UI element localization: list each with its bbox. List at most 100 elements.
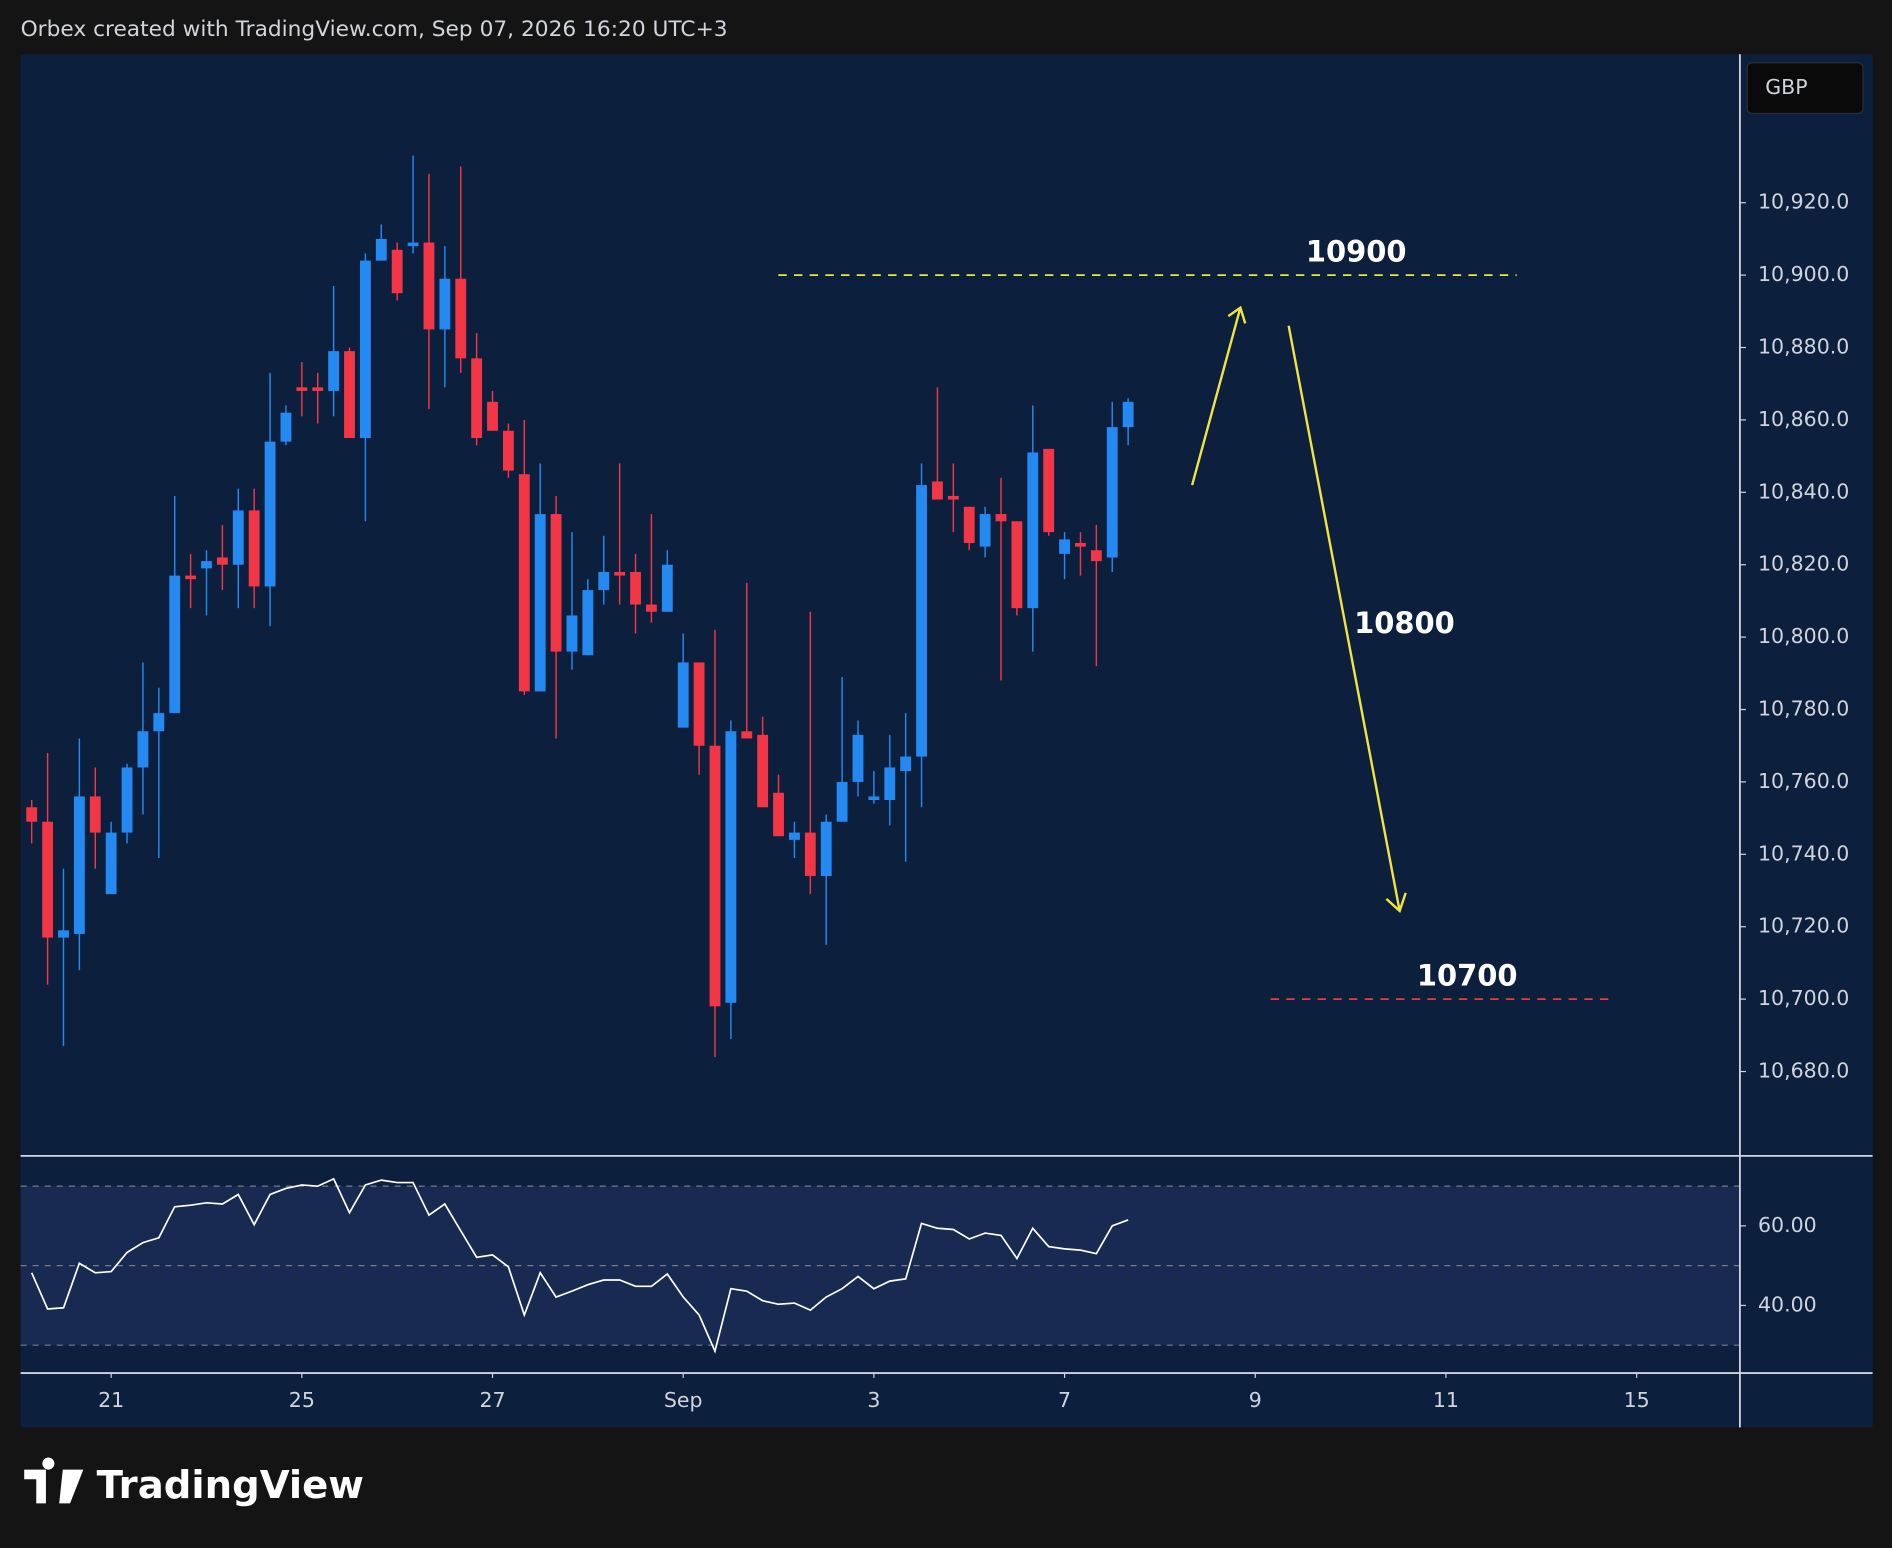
candle-body xyxy=(359,260,371,439)
x-tick-label: 7 xyxy=(1058,1388,1071,1412)
candle-body xyxy=(947,495,959,500)
candle-body xyxy=(1059,539,1070,554)
candle-body xyxy=(248,510,260,587)
candle-body xyxy=(471,358,483,439)
y-tick-label: 10,900.0 xyxy=(1758,262,1849,286)
y-tick-label: 10,920.0 xyxy=(1758,190,1849,214)
candle-body xyxy=(201,561,212,569)
y-tick-label: 10,680.0 xyxy=(1758,1059,1849,1083)
candle-body xyxy=(232,510,244,565)
annotation: 10800 xyxy=(1354,606,1455,640)
y-tick-label: 10,840.0 xyxy=(1758,479,1849,503)
level-label: 10900 xyxy=(1306,234,1407,268)
candle-body xyxy=(328,351,340,391)
candle-body xyxy=(502,430,514,471)
x-tick-label: 25 xyxy=(289,1388,315,1412)
arrow-down xyxy=(1287,325,1407,914)
candle-body xyxy=(58,930,69,938)
candle-body xyxy=(932,481,943,500)
candle-body xyxy=(630,571,641,605)
candle-body xyxy=(1027,452,1039,609)
logo-icon xyxy=(24,1457,84,1504)
candle-body xyxy=(1043,448,1055,533)
rsi-band xyxy=(20,1185,1740,1346)
arrow-up xyxy=(1190,305,1247,486)
candle-body xyxy=(391,249,403,294)
brand-name: TradingView xyxy=(97,1463,364,1508)
candle-body xyxy=(916,485,927,757)
candle-body xyxy=(677,662,689,728)
candle-body xyxy=(725,731,737,1003)
candle-body xyxy=(963,506,975,543)
candle-body xyxy=(884,767,896,801)
x-tick-label: 3 xyxy=(867,1388,880,1412)
y-tick-label: 10,740.0 xyxy=(1758,841,1849,865)
candle-body xyxy=(709,745,721,1007)
candle-body xyxy=(693,662,705,746)
candle-body xyxy=(216,557,228,565)
candle-body xyxy=(89,796,101,833)
y-tick-label: 10,720.0 xyxy=(1758,914,1849,938)
candle-body xyxy=(439,278,451,330)
x-tick-label: Sep xyxy=(664,1388,703,1412)
candle-body xyxy=(614,571,626,576)
y-tick-label: 10,820.0 xyxy=(1758,552,1849,576)
candle-body xyxy=(757,734,769,808)
y-tick-label: 10,780.0 xyxy=(1758,697,1849,721)
candle-body xyxy=(185,575,197,580)
x-tick-label: 15 xyxy=(1624,1388,1650,1412)
candle-body xyxy=(566,615,578,652)
header: Orbex created with TradingView.com, Sep … xyxy=(21,17,728,42)
x-tick-label: 9 xyxy=(1249,1388,1262,1412)
candle-body xyxy=(820,821,832,877)
candle-body xyxy=(169,575,181,714)
candle-body xyxy=(836,781,848,822)
y-tick-label: 10,860.0 xyxy=(1758,407,1849,431)
candle-body xyxy=(518,474,530,692)
candle-body xyxy=(487,401,498,431)
x-tick-label: 21 xyxy=(98,1388,124,1412)
candle-body xyxy=(1011,521,1023,609)
candle-body xyxy=(121,767,133,833)
candle-body xyxy=(582,590,594,656)
candle-body xyxy=(296,387,308,391)
y-tick-label: 10,700.0 xyxy=(1758,986,1849,1010)
x-tick-label: 27 xyxy=(479,1388,505,1412)
candle-body xyxy=(344,351,355,439)
rsi-y-tick-label: 60.00 xyxy=(1758,1213,1817,1237)
candle-body xyxy=(73,796,85,934)
candle-body xyxy=(312,387,324,391)
y-tick-label: 10,880.0 xyxy=(1758,335,1849,359)
candle-body xyxy=(534,514,546,692)
candle-body xyxy=(741,731,753,739)
candle-body xyxy=(598,571,610,591)
y-tick-label: 10,800.0 xyxy=(1758,624,1849,648)
candle-body xyxy=(804,832,816,877)
candle-body xyxy=(773,792,784,837)
candle-body xyxy=(1075,542,1086,547)
candle-body xyxy=(26,807,38,822)
y-tick-label: 10,760.0 xyxy=(1758,769,1849,793)
candle-body xyxy=(42,821,54,938)
candle-body xyxy=(423,242,435,330)
x-tick-label: 11 xyxy=(1433,1388,1459,1412)
candle-body xyxy=(789,832,800,840)
candle-body xyxy=(153,713,165,732)
currency-badge xyxy=(1746,62,1864,115)
candle-body xyxy=(280,412,292,442)
rsi-line xyxy=(30,1177,1129,1354)
candle-body xyxy=(375,238,387,261)
rsi-y-tick-label: 40.00 xyxy=(1758,1292,1817,1316)
candle-body xyxy=(1106,427,1118,558)
candle-body xyxy=(455,278,467,359)
level-label: 10700 xyxy=(1417,958,1518,992)
candle-body xyxy=(868,796,880,801)
candle-body xyxy=(1090,550,1102,562)
candle-body xyxy=(995,514,1007,522)
candle-body xyxy=(105,832,117,895)
currency-label: GBP xyxy=(1765,75,1807,99)
candle-body xyxy=(407,242,419,247)
candle-body xyxy=(645,604,657,612)
